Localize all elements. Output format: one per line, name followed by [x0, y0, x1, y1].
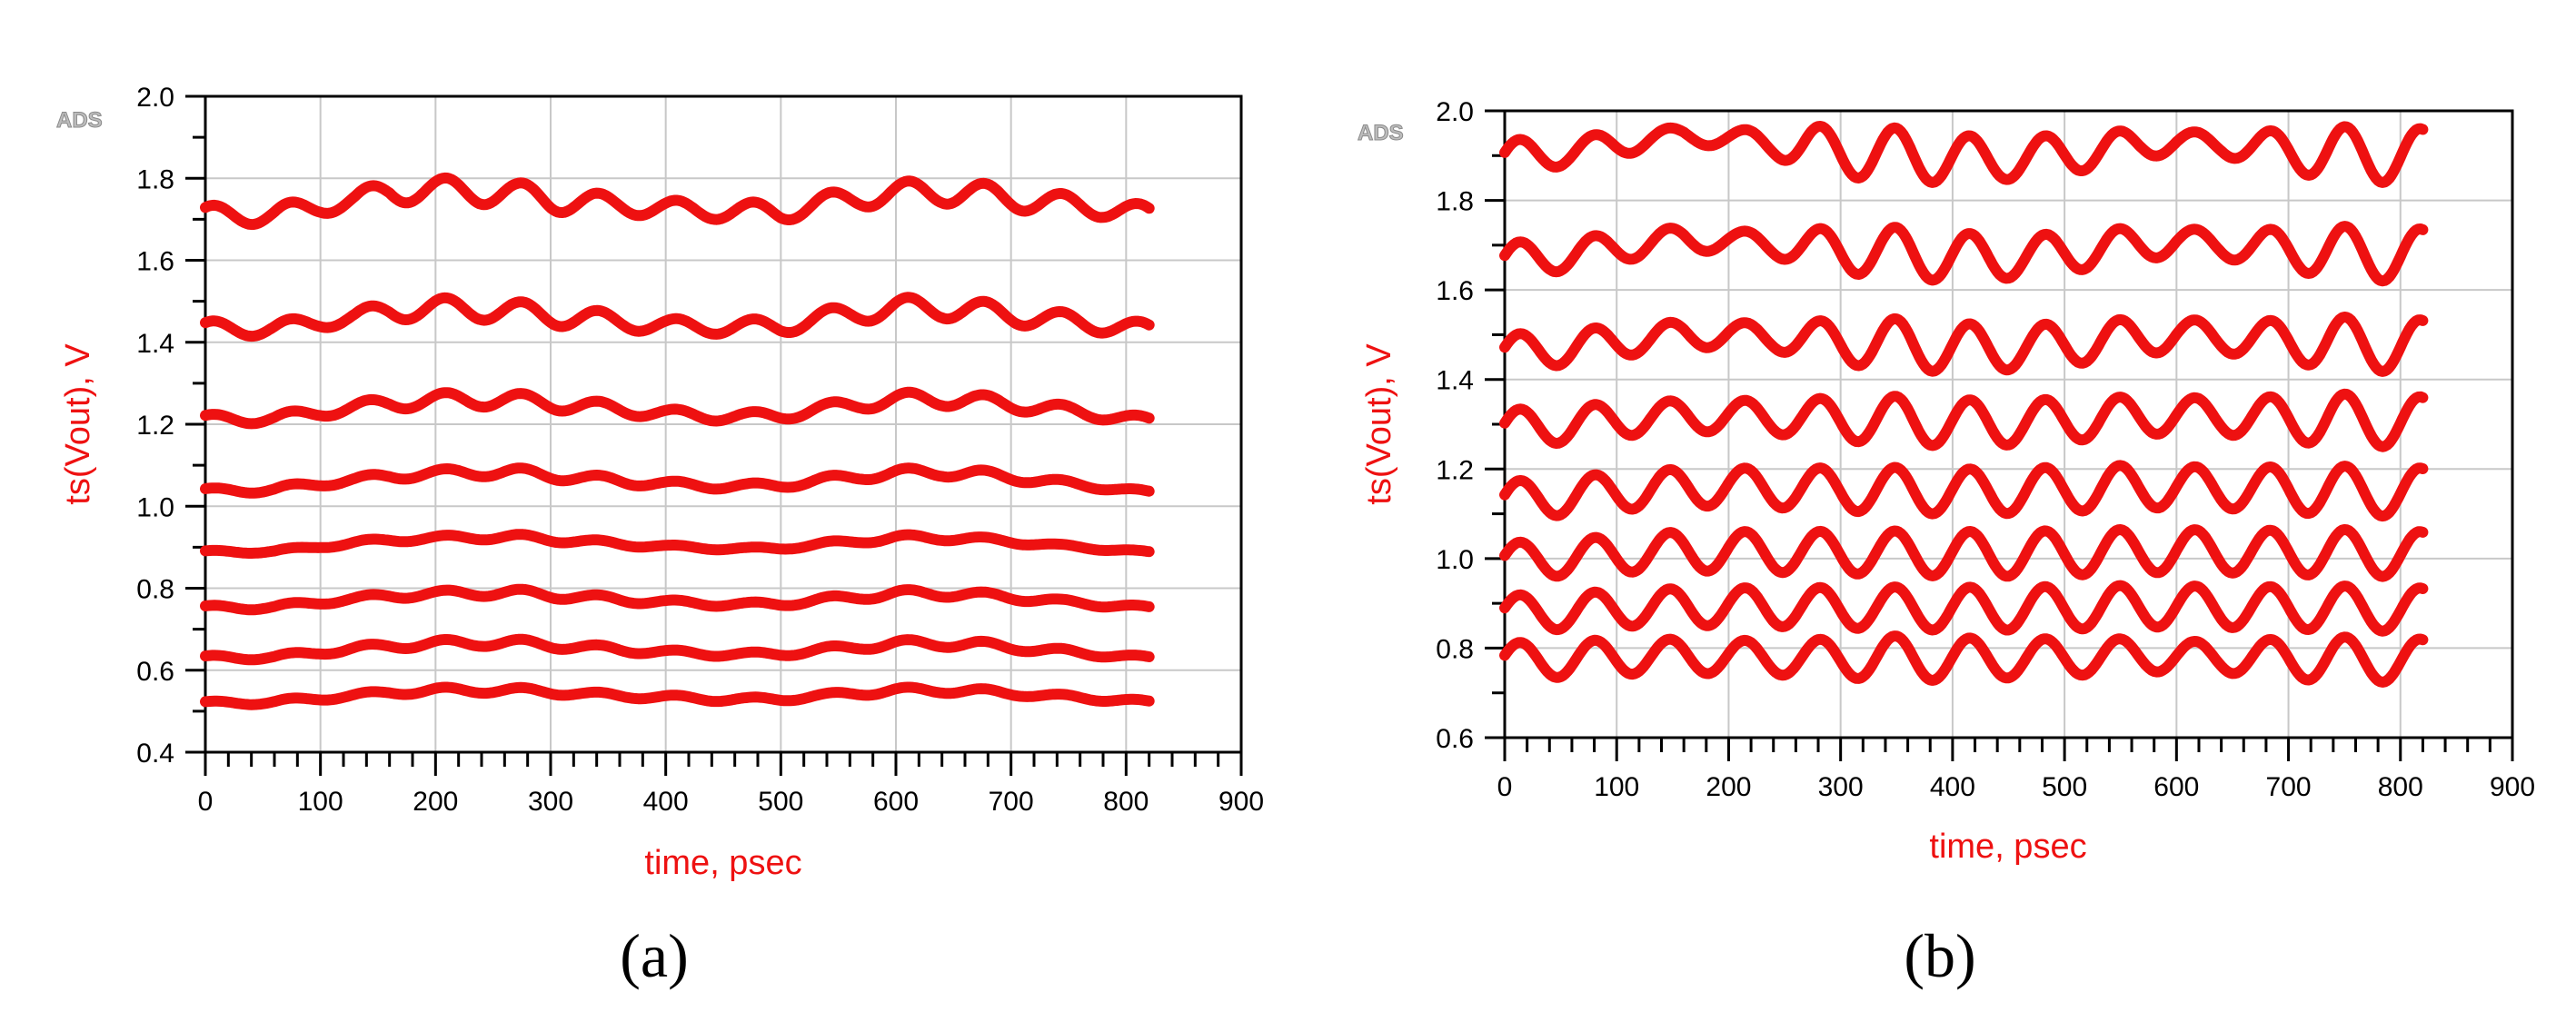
- chart-b-y-tick-label: 1.4: [1436, 366, 1474, 396]
- chart-a-series-line-7: [200, 633, 1155, 666]
- chart-b-y-tick-label: 0.6: [1436, 724, 1474, 754]
- chart-b-series-line-3: [1499, 312, 2429, 377]
- chart-b-series-line-1: [1499, 121, 2429, 188]
- chart-a-y-tick-label: 1.2: [136, 411, 174, 441]
- chart-b-ads-logo: ADS: [1358, 121, 1404, 145]
- chart-a-y-tick-label: 1.6: [136, 247, 174, 277]
- chart-b-x-tick-label: 600: [2153, 772, 2199, 802]
- chart-a-series-line-6: [200, 583, 1155, 616]
- chart-b-y-tick-label: 1.6: [1436, 276, 1474, 306]
- chart-b-series-line-5: [1499, 460, 2429, 522]
- chart-b-y-tick-label: 1.0: [1436, 545, 1474, 575]
- chart-a-y-tick-label: 0.6: [136, 657, 174, 687]
- chart-panel-b: 0 100 200 300 400 500 600 700 800 900 0.6 0.8 1.0 1.2…: [1358, 97, 2536, 990]
- chart-a-series-line-2: [200, 292, 1155, 342]
- chart-b-x-tick-label: 100: [1594, 772, 1639, 802]
- chart-b-y-tick-label: 0.8: [1436, 634, 1474, 664]
- chart-b-x-tick-label: 500: [2042, 772, 2087, 802]
- chart-a-y-tick-label: 1.4: [136, 329, 174, 359]
- chart-b-x-tick-label: 800: [2378, 772, 2423, 802]
- chart-b-x-axis-title: time, psec: [1929, 828, 2086, 866]
- chart-b-series-line-4: [1499, 388, 2429, 452]
- chart-a-series-line-8: [200, 681, 1155, 710]
- chart-b-y-tick-label: 2.0: [1436, 97, 1474, 127]
- chart-a-x-tick-label: 0: [198, 787, 214, 817]
- chart-a-x-tick-label: 800: [1103, 787, 1149, 817]
- chart-b-series-line-2: [1499, 221, 2429, 287]
- chart-a-y-axis-title: ts(Vout), V: [59, 343, 97, 505]
- chart-b-series-line-6: [1499, 524, 2429, 582]
- chart-b-y-axis-title: ts(Vout), V: [1360, 343, 1398, 505]
- chart-b-series-line-7: [1499, 580, 2429, 637]
- chart-a-series-line-5: [200, 529, 1155, 559]
- chart-panel-a: 0 100 200 300 400 500 600 700 800 900 0.4 0.6 0.8 1.0…: [56, 83, 1265, 990]
- chart-a-panel-label: (a): [620, 921, 688, 990]
- chart-a-y-tick-label: 1.8: [136, 164, 174, 194]
- chart-a-y-tick-label: 0.4: [136, 739, 174, 769]
- chart-a-x-tick-label: 500: [758, 787, 803, 817]
- chart-b-x-tick-label: 900: [2490, 772, 2535, 802]
- chart-b-x-tick-label: 0: [1497, 772, 1513, 802]
- chart-a-y-tick-label: 2.0: [136, 83, 174, 113]
- chart-a-x-tick-label: 600: [873, 787, 919, 817]
- chart-a-series-line-3: [200, 386, 1155, 430]
- chart-a-x-axis-title: time, psec: [644, 844, 801, 882]
- chart-b-x-tick-label: 300: [1818, 772, 1864, 802]
- chart-b-x-tick-label: 400: [1930, 772, 1975, 802]
- chart-b-x-tick-label: 200: [1706, 772, 1751, 802]
- chart-b-series-line-8: [1499, 630, 2429, 688]
- chart-b-y-tick-label: 1.8: [1436, 187, 1474, 217]
- chart-a-x-tick-label: 400: [643, 787, 689, 817]
- chart-a-x-tick-label: 700: [989, 787, 1034, 817]
- chart-b-x-tick-label: 700: [2266, 772, 2312, 802]
- chart-a-x-tick-label: 200: [413, 787, 458, 817]
- chart-b-panel-label: (b): [1904, 921, 1975, 990]
- chart-a-x-tick-label: 100: [298, 787, 343, 817]
- chart-a-x-tick-label: 900: [1218, 787, 1264, 817]
- chart-a-series-line-1: [200, 172, 1155, 231]
- chart-b-y-tick-label: 1.2: [1436, 455, 1474, 485]
- chart-a-y-tick-label: 1.0: [136, 492, 174, 522]
- chart-a-y-tick-label: 0.8: [136, 575, 174, 605]
- chart-a-x-tick-label: 300: [528, 787, 573, 817]
- chart-a-ads-logo: ADS: [56, 108, 103, 133]
- chart-a-series-line-4: [200, 462, 1155, 499]
